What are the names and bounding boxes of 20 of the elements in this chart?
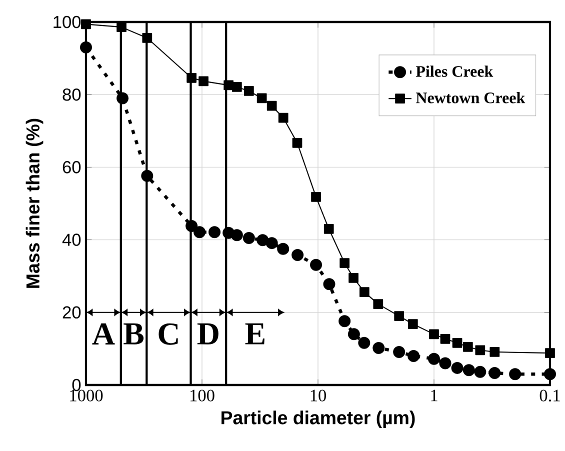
- y-tick-label: 40: [62, 234, 81, 246]
- y-tick-label: 60: [62, 161, 81, 174]
- legend-label: Piles Creek: [416, 66, 494, 77]
- x-tick-label: 100: [190, 390, 214, 402]
- annotation: A: [92, 323, 115, 344]
- x-tick-label: 1000: [70, 390, 103, 402]
- x-tick-label: 10: [310, 390, 326, 402]
- annotation: C: [158, 323, 178, 345]
- x-tick-label: 1: [431, 390, 438, 402]
- y-tick-label: 20: [62, 306, 81, 319]
- x-axis-title: Particle diameter (µm): [222, 410, 415, 428]
- y-tick-label: 80: [62, 88, 81, 101]
- annotation: E: [245, 323, 264, 344]
- annotation: B: [124, 323, 144, 344]
- y-tick-label: 0: [72, 378, 81, 392]
- y-axis-title: Mass finer than (%): [26, 118, 44, 288]
- y-tick-label: 100: [54, 16, 81, 28]
- annotation: D: [197, 323, 218, 344]
- x-tick-label: 0.1: [540, 390, 560, 402]
- legend-label: Newtown Creek: [416, 92, 526, 104]
